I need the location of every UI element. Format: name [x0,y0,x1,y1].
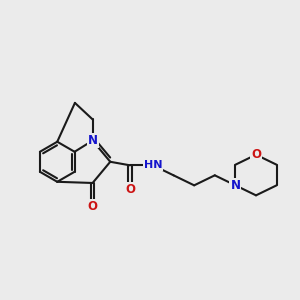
Text: O: O [88,200,98,213]
Text: O: O [125,183,135,196]
Text: O: O [251,148,261,161]
Text: N: N [230,179,240,192]
Text: HN: HN [144,160,162,170]
Text: N: N [88,134,98,147]
